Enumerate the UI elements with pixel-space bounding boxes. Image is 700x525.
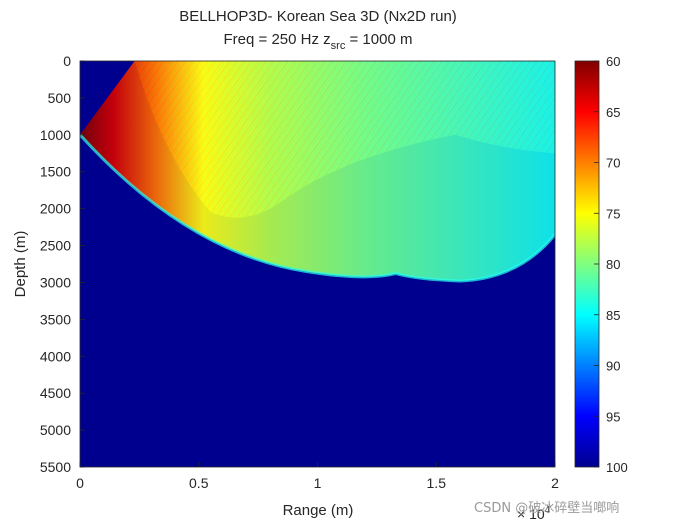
y-tick-marks <box>80 60 85 468</box>
y-tick-label: 3500 <box>40 311 71 327</box>
x-tick-label: 1.5 <box>427 475 447 491</box>
colorbar-tick-label: 70 <box>606 156 620 171</box>
y-tick-label: 0 <box>63 53 71 69</box>
y-tick-label: 5500 <box>40 459 71 475</box>
colorbar-tick-label: 80 <box>606 257 620 272</box>
x-tick-labels: 0 0.5 1 1.5 2 <box>76 475 559 491</box>
colorbar-tick-label: 65 <box>606 105 620 120</box>
chart-subtitle: Freq = 250 Hz zsrc = 1000 m <box>224 31 413 52</box>
heatmap-field <box>80 61 555 283</box>
colorbar-tick-label: 95 <box>606 409 620 424</box>
colorbar-ticks: 60 65 70 75 80 85 90 95 100 <box>594 54 628 475</box>
beam-fan <box>80 61 555 281</box>
colorbar-tick-label: 85 <box>606 308 620 323</box>
y-axis-label: Depth (m) <box>12 231 29 298</box>
beam-fan-edge <box>80 133 555 283</box>
y-tick-label: 2500 <box>40 238 71 254</box>
y-tick-label: 2000 <box>40 201 71 217</box>
y-tick-label: 4000 <box>40 348 71 364</box>
y-tick-label: 4500 <box>40 385 71 401</box>
x-tick-label: 0 <box>76 475 84 491</box>
x-axis-label: Range (m) <box>283 502 354 519</box>
x-tick-label: 2 <box>551 475 559 491</box>
chart-title: BELLHOP3D- Korean Sea 3D (Nx2D run) <box>179 8 457 25</box>
y-tick-label: 1000 <box>40 127 71 143</box>
x-tick-label: 1 <box>314 475 322 491</box>
y-tick-label: 1500 <box>40 164 71 180</box>
y-tick-labels: 0 500 1000 1500 2000 2500 3000 3500 4000 4500 5000… <box>40 53 71 475</box>
colorbar-tick-label: 75 <box>606 206 620 221</box>
y-tick-label: 3000 <box>40 274 71 290</box>
watermark: CSDN @破冰碎壁当啷响 <box>474 500 619 516</box>
x-axis-exponent: × 104 <box>517 505 551 522</box>
y-tick-label: 500 <box>48 90 72 106</box>
colorbar-tick-label: 60 <box>606 54 620 69</box>
colorbar-tick-label: 90 <box>606 359 620 374</box>
x-tick-marks <box>79 462 556 467</box>
colorbar-tick-label: 100 <box>606 460 628 475</box>
y-tick-label: 5000 <box>40 422 71 438</box>
x-tick-label: 0.5 <box>189 475 209 491</box>
